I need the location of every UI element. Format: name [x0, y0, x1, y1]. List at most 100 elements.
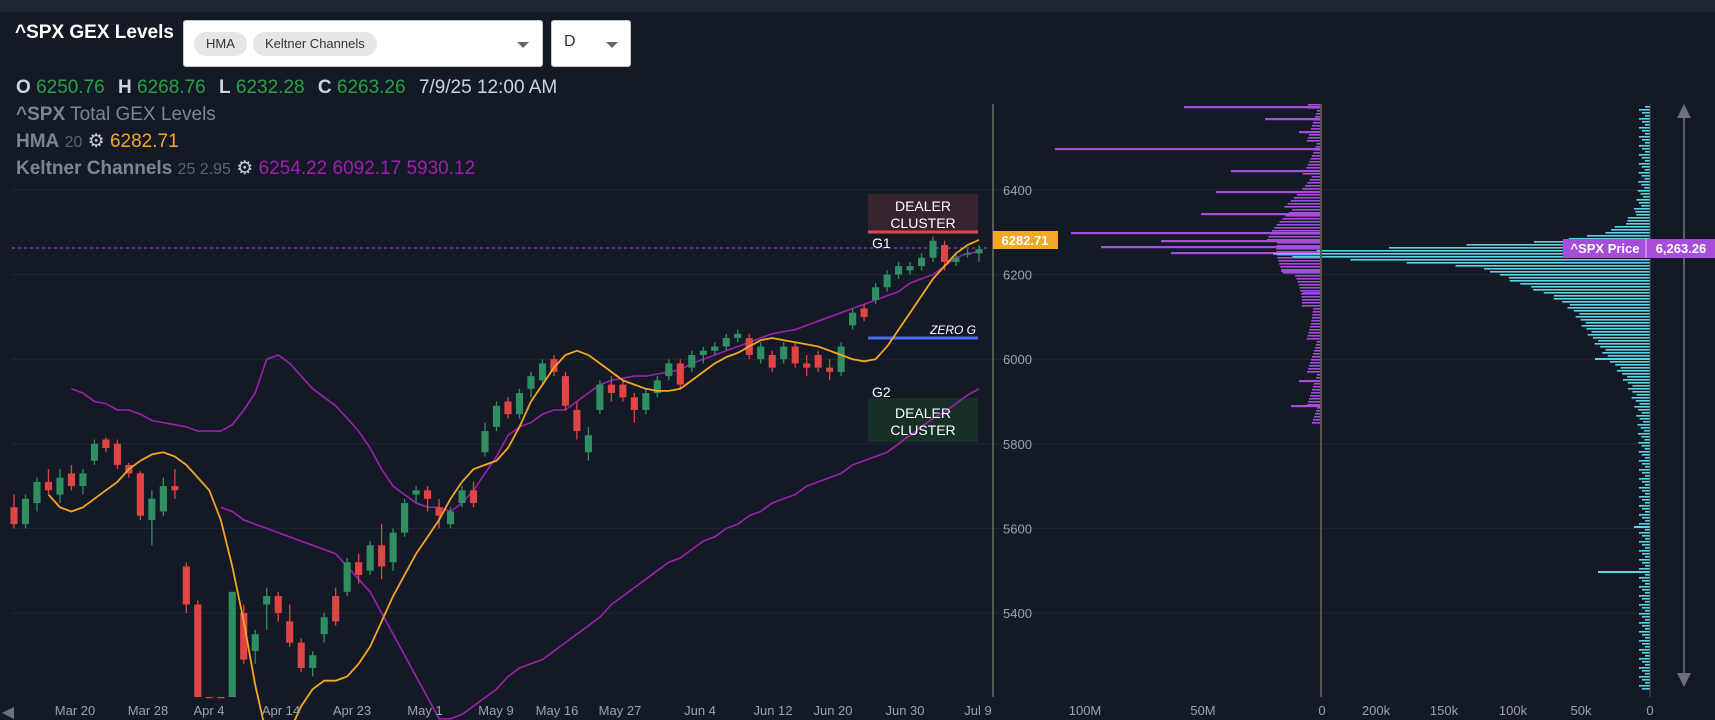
gex-bar [1315, 377, 1321, 379]
volume-bar [1641, 184, 1650, 186]
volume-bar [1638, 409, 1650, 411]
gex-bar [1315, 146, 1321, 148]
candle-body [343, 562, 351, 592]
gex-bar [1312, 386, 1321, 388]
candle-body [584, 435, 592, 453]
gex-bar [1300, 290, 1321, 292]
candle [274, 591, 282, 622]
volume-bar [1641, 157, 1650, 159]
volume-bar [1406, 262, 1650, 264]
candle-body [515, 393, 524, 415]
price-badge-value: 6,263.26 [1656, 241, 1707, 256]
gex-bar [1310, 158, 1321, 160]
candle-body [332, 596, 340, 622]
candle-body [102, 439, 110, 449]
candle [630, 393, 638, 423]
gex-bar [1216, 191, 1321, 194]
hma-settings-gear-icon[interactable]: ⚙ [87, 131, 105, 152]
x-tick-label: Jun 20 [813, 703, 852, 718]
volume-bar [1600, 346, 1650, 348]
volume-bar [1645, 637, 1650, 639]
timeframe-select[interactable]: D [551, 20, 631, 67]
candle [159, 477, 167, 516]
volume-profile [1273, 106, 1650, 690]
candle [688, 350, 696, 372]
candle-body [194, 604, 202, 697]
volume-bar [1553, 298, 1650, 300]
candle [826, 359, 834, 381]
candle [906, 261, 914, 275]
chevron-down-icon[interactable] [606, 42, 618, 48]
candle [596, 380, 604, 415]
candle [90, 439, 98, 465]
gex-bar [1299, 131, 1321, 134]
gex-bar [1201, 213, 1321, 216]
volume-bar [1626, 223, 1650, 225]
high-label: H [118, 77, 132, 98]
chip-hma[interactable]: HMA [194, 32, 247, 56]
volume-bar [1641, 454, 1650, 456]
candle-body [596, 384, 604, 410]
volume-bar [1581, 325, 1650, 327]
candle-body [688, 354, 696, 368]
volume-bar [1638, 451, 1650, 453]
candle [469, 481, 478, 508]
gex-bar [1313, 383, 1321, 385]
volume-bar [1641, 205, 1650, 207]
candle [642, 388, 650, 415]
volume-bar [1637, 190, 1650, 192]
gex-bar [1303, 292, 1321, 295]
volume-bar [1568, 238, 1650, 240]
volume-bar [1638, 154, 1650, 156]
candle [975, 244, 983, 262]
candle [217, 697, 225, 699]
candle-body [814, 354, 822, 368]
volume-bar [1455, 265, 1650, 267]
gex-bar [1315, 413, 1321, 415]
volume-bar [1639, 568, 1650, 570]
candle-body [148, 498, 156, 520]
kc-settings-gear-icon[interactable]: ⚙ [236, 158, 254, 179]
candle-body [136, 473, 144, 516]
candle [424, 486, 432, 512]
dealer-cluster-bottom-box [868, 398, 978, 442]
candle [573, 401, 581, 440]
indicator-select[interactable]: HMA Keltner Channels [183, 20, 543, 67]
volume-bar [1638, 496, 1650, 498]
x-tick-label: Apr 4 [193, 703, 224, 718]
gex-bar [1314, 416, 1321, 418]
volume-bar [1622, 373, 1650, 375]
volume-bar [1641, 166, 1650, 168]
candle-body [630, 397, 638, 410]
volume-bar [1553, 295, 1650, 297]
x-tick-label: May 9 [478, 703, 513, 718]
open-value: 6250.76 [36, 77, 105, 98]
x-tick-label: May 27 [599, 703, 642, 718]
volume-bar [1637, 424, 1650, 426]
volume-bar [1644, 169, 1650, 171]
volume-bar [1644, 115, 1650, 117]
volume-x-tick-label: 50k [1571, 703, 1592, 718]
gex-bar [1306, 404, 1321, 406]
candle-body [952, 257, 960, 262]
volume-bar [1645, 565, 1650, 567]
x-tick-label: Jun 12 [753, 703, 792, 718]
candle [21, 494, 30, 529]
gex-bar [1171, 252, 1321, 255]
gex-bar [1291, 405, 1321, 408]
chevron-down-icon[interactable] [517, 42, 529, 48]
volume-bar [1642, 607, 1650, 609]
volume-bar [1639, 640, 1650, 642]
volume-bar [1644, 484, 1650, 486]
candle-body [251, 634, 259, 652]
chart-grid [12, 189, 1650, 614]
gex-x-tick-label: 0 [1318, 703, 1325, 718]
gex-bar [1231, 170, 1321, 173]
gex-bar [1276, 254, 1321, 256]
chip-keltner[interactable]: Keltner Channels [253, 32, 377, 56]
gex-bar [1310, 128, 1321, 130]
candles [10, 236, 983, 699]
volume-bar [1605, 349, 1650, 351]
candle [492, 401, 501, 432]
